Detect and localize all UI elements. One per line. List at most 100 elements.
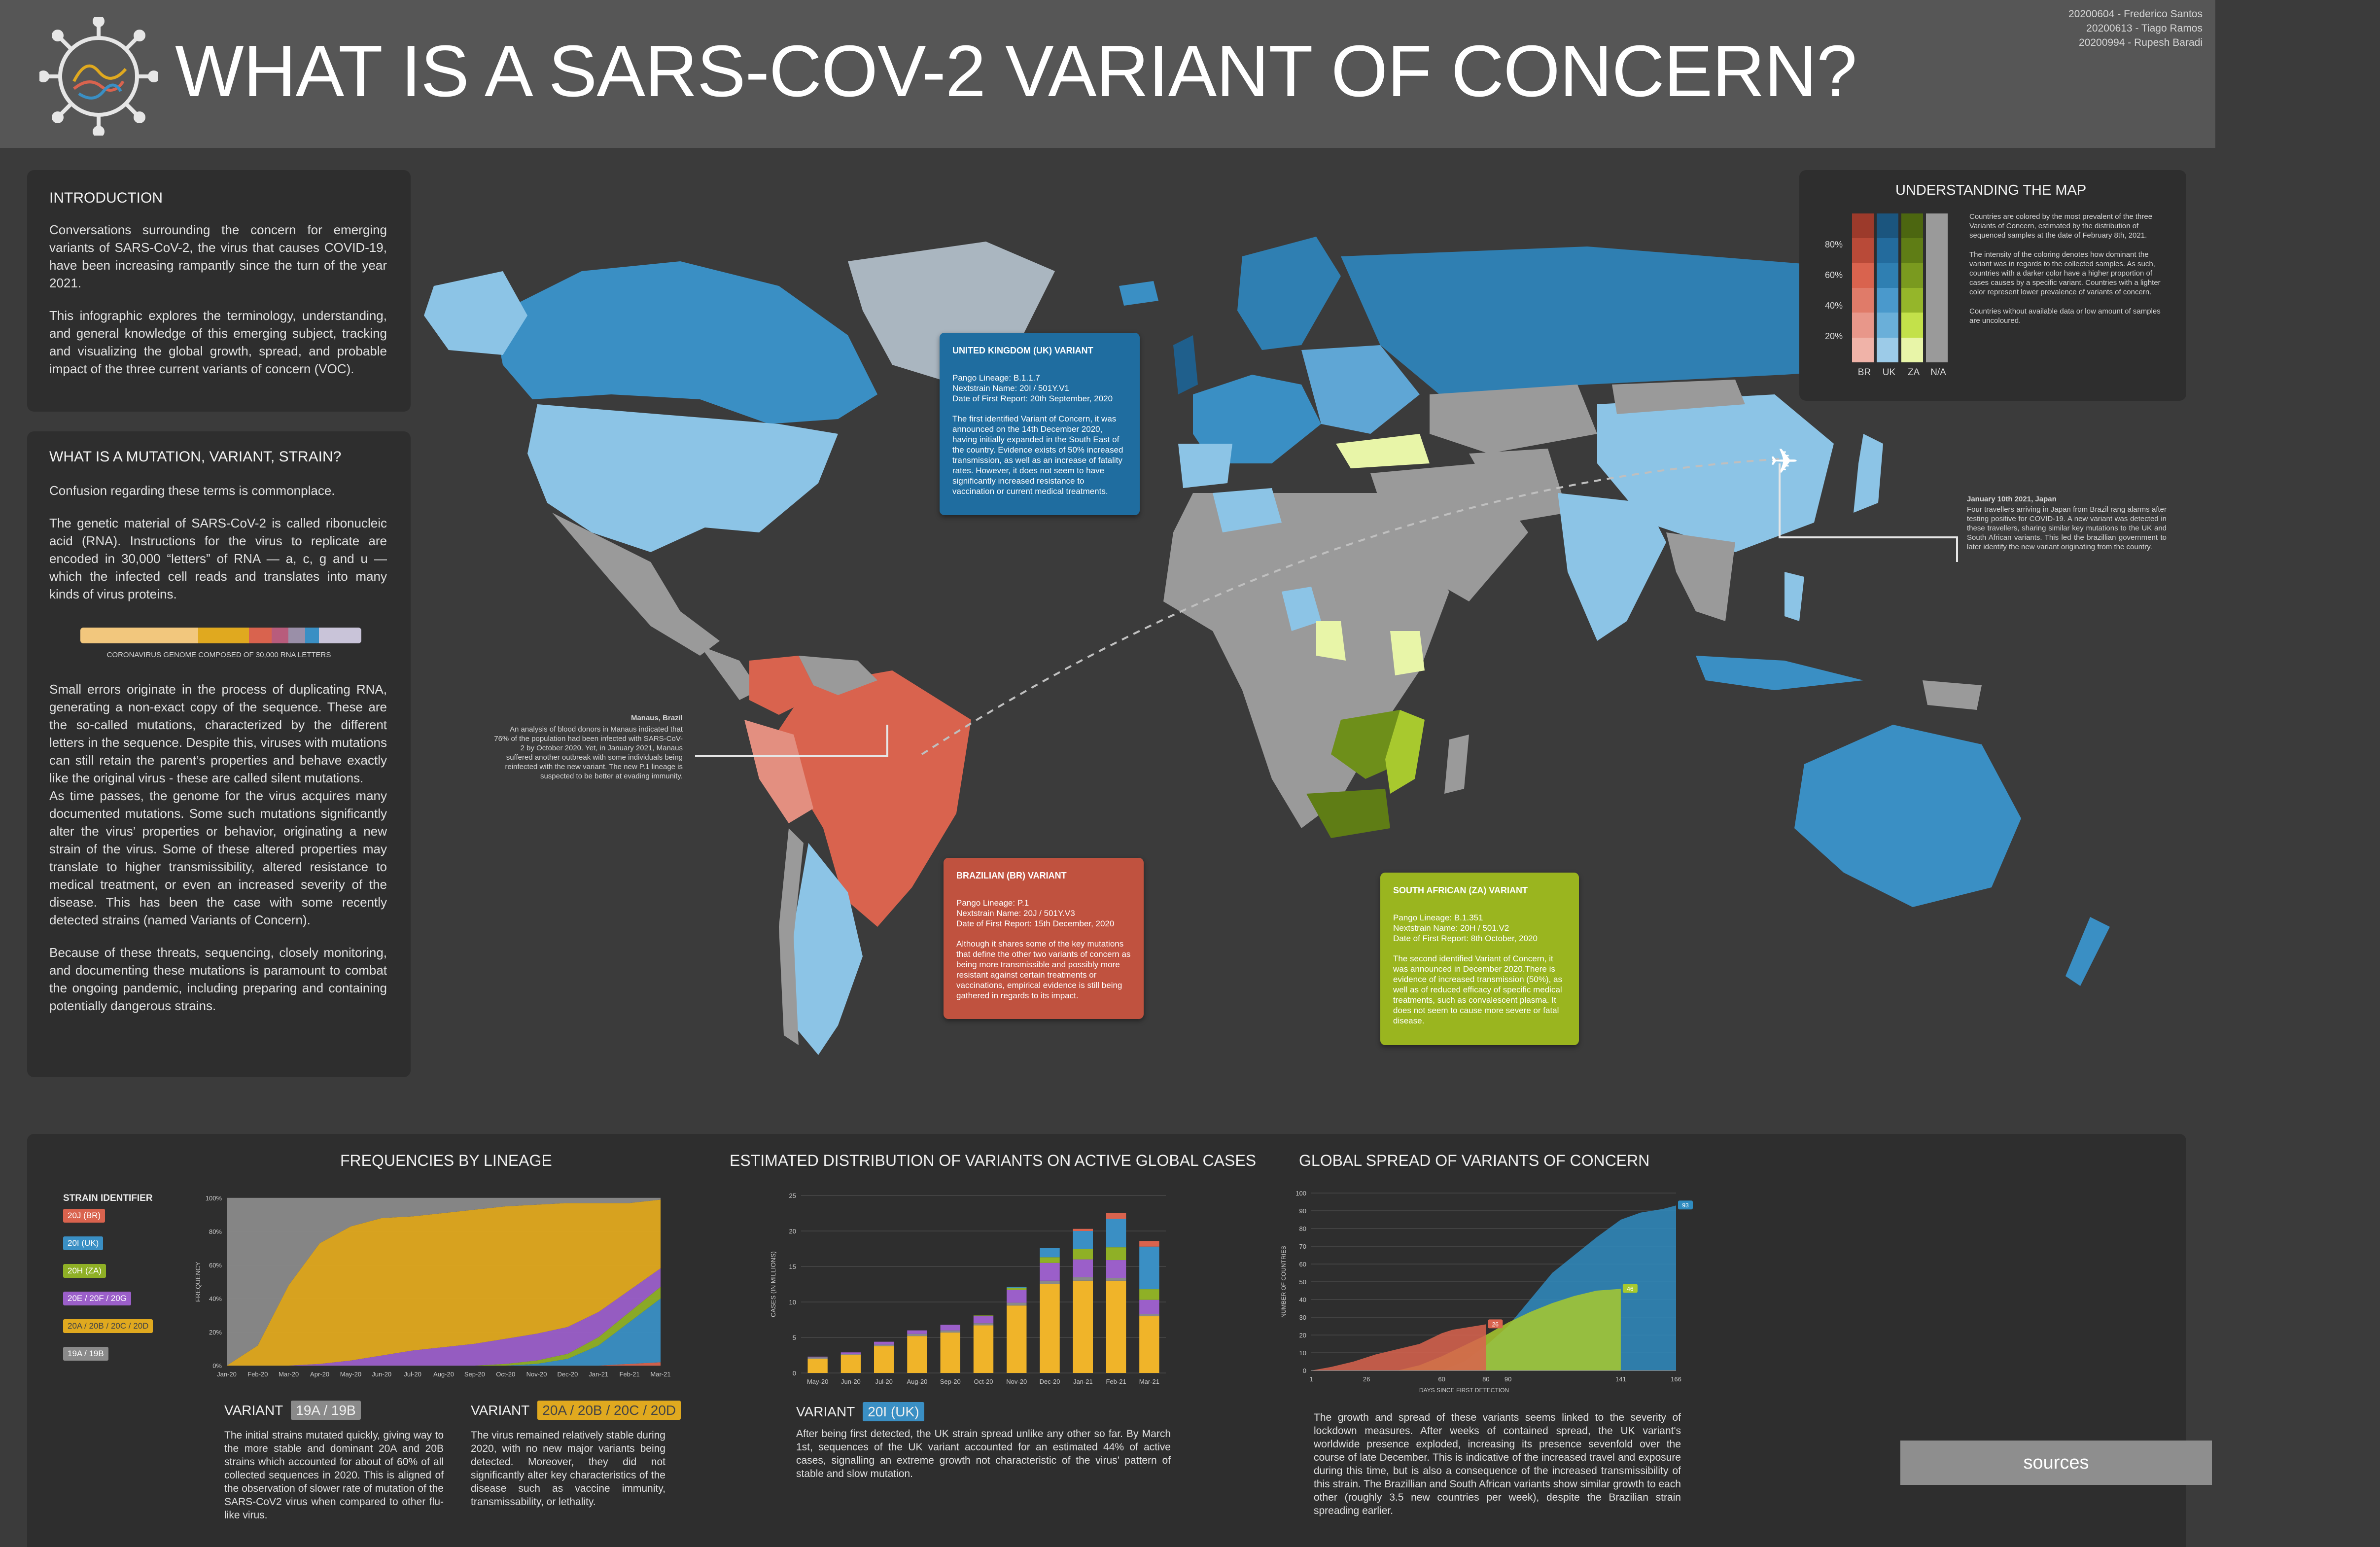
spread-y-tick: 100 [1295,1190,1306,1197]
spread-area-chart: 0 10 20 30 40 50 60 70 80 90 100 93 46 26 1 26 60 80 90 141… [1280,1190,1693,1394]
map-legend-text-1: Countries are colored by the most preval… [1969,212,2153,240]
map-colombia [749,656,818,715]
legend-column-uk [1877,213,1898,362]
genome-segment-4 [271,628,288,643]
spread-y-tick: 60 [1299,1261,1306,1268]
author-3: 20200994 - Rupesh Baradi [2078,37,2203,48]
map-brazil [779,670,971,927]
dist-y-tick: 0 [793,1370,796,1377]
dist-bar-segment [1139,1314,1159,1316]
legend-chip-19a: 19A / 19B [63,1347,108,1361]
dist-bar-segment [907,1330,927,1334]
map-mozambique [1385,710,1425,794]
dist-bar-segment [1106,1278,1126,1281]
spread-y-tick: 50 [1299,1278,1306,1286]
dist-variant-tag: VARIANT 20I (UK) [796,1402,924,1421]
dist-bar-segment [973,1325,994,1373]
dist-bar-segment [1139,1289,1159,1300]
author-list: 20200604 - Frederico Santos 20200613 - T… [2068,7,2203,50]
spread-y-tick: 80 [1299,1225,1306,1232]
spread-x-tick: 80 [1482,1375,1489,1383]
freq-chart-title: FREQUENCIES BY LINEAGE [340,1152,552,1169]
dist-bar-segment [1073,1280,1093,1373]
dist-x-tick: Nov-20 [1006,1378,1027,1385]
map-peru [744,720,813,823]
br-callout-lineage: Pango Lineage: P.1 [956,898,1029,908]
spread-x-tick: 26 [1363,1375,1370,1383]
dist-bar-segment [1106,1213,1126,1219]
map-north-africa-blue [1213,488,1282,532]
map-japan [1854,434,1883,513]
dist-bar-segment [840,1352,861,1354]
map-spain [1178,444,1232,488]
freq-variant-chip-1: 19A / 19B [291,1401,361,1420]
freq-y-tick: 20% [209,1329,222,1336]
dist-x-tick: Aug-20 [907,1378,927,1385]
dist-y-axis-label: CASES (IN MILLIONS) [770,1251,777,1317]
mutation-paragraph-4: As time passes, the genome for the virus… [49,788,387,927]
dist-x-tick: Jan-21 [1073,1378,1093,1385]
dist-bar-segment [940,1332,960,1373]
mutation-text-top: Confusion regarding these terms is commo… [49,482,387,618]
legend-column-labels: BR UK ZA N/A [1852,367,1951,378]
freq-area-series [227,1268,661,1366]
uk-variant-callout: UNITED KINGDOM (UK) VARIANT Pango Lineag… [940,333,1140,515]
dist-bar-segment [1040,1257,1060,1263]
map-central-america [700,646,759,700]
spread-y-tick: 90 [1299,1207,1306,1215]
freq-x-tick: Feb-21 [620,1371,640,1378]
uk-callout-title: UNITED KINGDOM (UK) VARIANT [952,346,1093,355]
dist-bar-segment [973,1316,994,1324]
uk-callout-date: Date of First Report: 20th September, 20… [952,394,1113,403]
dist-bar-segment [1139,1246,1159,1290]
genome-segment-7 [319,628,361,643]
spread-end-label-bg [1678,1200,1693,1210]
mutation-text-bottom: Small errors originate in the process of… [49,680,387,1029]
freq-y-tick: 0% [212,1362,222,1370]
dist-bar-segment [1007,1288,1027,1290]
spread-area-series [1311,1324,1486,1371]
map-eastern-europe [1301,345,1420,434]
dist-chart-title: ESTIMATED DISTRIBUTION OF VARIANTS ON AC… [730,1152,1257,1169]
freq-y-tick: 40% [209,1295,222,1302]
freq-variant-label-2: VARIANT [471,1403,530,1418]
dist-bar-segment [1106,1280,1126,1373]
freq-x-tick: Jan-20 [217,1371,237,1378]
legend-column-za [1901,213,1923,362]
dist-bar-segment [1106,1219,1126,1248]
map-iran [1469,449,1568,523]
legend-chip-20e: 20E / 20F / 20G [63,1292,132,1305]
map-africa [1163,493,1449,828]
page-title: WHAT IS A SARS-COV-2 VARIANT OF CONCERN? [175,31,1857,112]
map-canada [493,261,877,424]
dist-bar-segment [1106,1260,1126,1278]
dist-x-tick: Mar-21 [1139,1378,1159,1385]
br-variant-callout: BRAZILIAN (BR) VARIANT Pango Lineage: P.… [944,858,1144,1019]
br-callout-body: Although it shares some of the key mutat… [956,939,1131,1000]
za-callout-date: Date of First Report: 8th October, 2020 [1393,934,1538,943]
map-scandinavia [1237,237,1341,350]
br-callout-nextstrain: Nextstrain Name: 20J / 501Y.V3 [956,909,1075,918]
intro-text: Conversations surrounding the concern fo… [49,221,387,392]
sources-button[interactable]: sources [1900,1441,2212,1485]
legend-chip-20a: 20A / 20B / 20C / 20D [63,1319,153,1333]
virus-logo-icon [39,17,158,136]
spread-y-axis-label: NUMBER OF COUNTRIES [1280,1246,1287,1318]
freq-x-tick: Apr-20 [310,1371,329,1378]
spread-x-tick: 60 [1438,1375,1445,1383]
dist-bar-segment [1040,1280,1060,1284]
genome-bar [80,628,361,643]
dist-x-tick: May-20 [807,1378,828,1385]
dist-bar-segment [1139,1316,1159,1373]
freq-text-2: The virus remained relatively stable dur… [471,1430,665,1508]
uk-callout-body: The first identified Variant of Concern,… [952,414,1123,496]
mutation-panel: WHAT IS A MUTATION, VARIANT, STRAIN? Con… [27,431,411,1077]
freq-area-series [227,1362,661,1366]
legend-column-na [1926,213,1948,362]
dist-bar-segment [1139,1300,1159,1314]
spread-chart-title: GLOBAL SPREAD OF VARIANTS OF CONCERN [1299,1152,1650,1169]
intro-panel: INTRODUCTION Conversations surrounding t… [27,170,411,412]
japan-title: January 10th 2021, Japan [1967,495,2057,503]
spread-x-tick: 166 [1671,1375,1681,1383]
map-alaska [424,271,527,355]
